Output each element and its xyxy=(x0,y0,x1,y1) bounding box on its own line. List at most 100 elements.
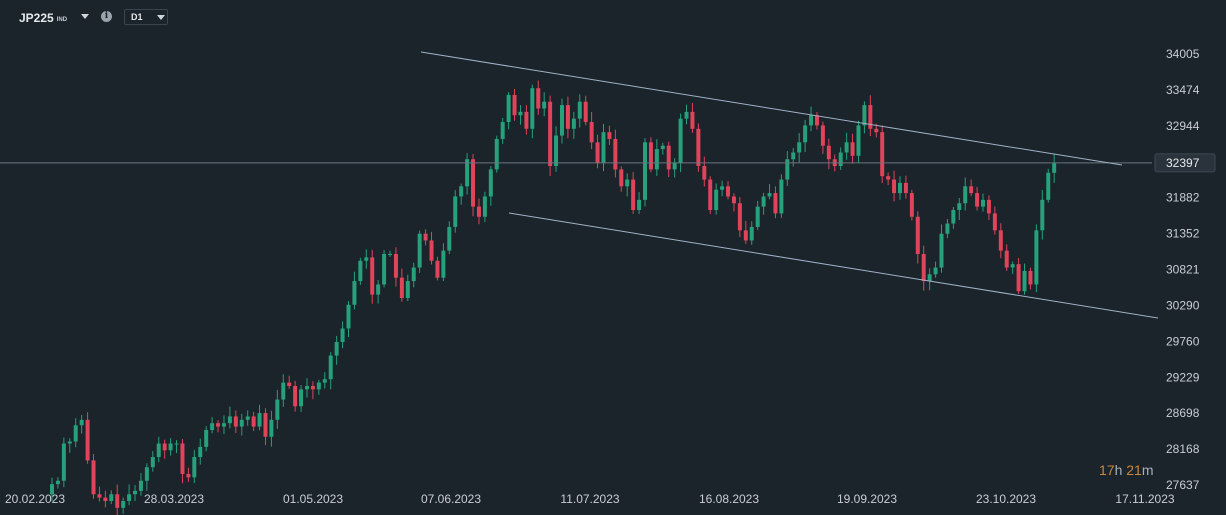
candle-body xyxy=(998,230,1003,251)
countdown-minutes-unit: m xyxy=(1141,462,1154,478)
candle-body xyxy=(186,473,191,478)
price-tick-label: 28168 xyxy=(1166,442,1200,456)
candle-body xyxy=(204,429,209,447)
price-tick-label: 29760 xyxy=(1166,334,1200,348)
date-tick-label: 07.06.2023 xyxy=(421,492,481,506)
timeframe-selector[interactable]: D1 xyxy=(124,9,168,25)
candle-body xyxy=(281,382,286,400)
candle-body xyxy=(316,382,321,390)
candle-body xyxy=(749,226,754,241)
candle-body xyxy=(915,216,920,255)
candle-body xyxy=(666,145,671,170)
candle-body xyxy=(518,111,523,116)
candle-body xyxy=(405,281,410,298)
candle-body xyxy=(737,203,742,231)
candle-body xyxy=(826,145,831,160)
chevron-down-icon xyxy=(157,15,165,20)
candle-body xyxy=(625,179,630,187)
symbol-suffix: IND xyxy=(56,17,68,23)
candle-body xyxy=(210,423,215,430)
candle-body xyxy=(779,179,784,214)
date-tick-label: 17.11.2023 xyxy=(1115,492,1174,506)
candle-body xyxy=(239,419,244,427)
date-tick-label: 01.05.2023 xyxy=(283,492,343,506)
candle-body xyxy=(921,254,926,282)
candle-body xyxy=(109,494,114,502)
upper-channel-line xyxy=(420,51,1123,166)
candle-body xyxy=(399,277,404,298)
candle-body xyxy=(844,142,849,153)
candle-body xyxy=(304,385,309,390)
symbol-dropdown-icon[interactable] xyxy=(81,14,89,19)
candle-body xyxy=(352,281,357,305)
candle-body xyxy=(334,341,339,356)
candle-body xyxy=(393,254,398,278)
candle-body xyxy=(696,128,701,167)
candle-body xyxy=(874,128,879,133)
candle-body xyxy=(850,142,855,156)
candle-body xyxy=(803,125,808,143)
candle-body xyxy=(447,226,452,251)
candle-body xyxy=(67,441,72,444)
candle-body xyxy=(55,480,60,485)
candle-body xyxy=(1010,264,1015,268)
candle-body xyxy=(263,413,268,437)
candle-body xyxy=(133,490,138,495)
candle-body xyxy=(559,105,564,136)
candle-body xyxy=(476,206,481,217)
candle-body xyxy=(601,132,606,163)
candle-body xyxy=(453,196,458,227)
candle-body xyxy=(162,443,167,451)
countdown-hours-unit: h xyxy=(1114,462,1123,478)
candle-body xyxy=(275,399,280,420)
candle-body xyxy=(607,132,612,139)
candle-body xyxy=(465,159,470,187)
candle-body xyxy=(720,186,725,190)
candle-body xyxy=(293,385,298,407)
candle-body xyxy=(257,413,262,427)
bar-countdown: 17h 21m xyxy=(1099,462,1154,478)
candle-body xyxy=(441,250,446,278)
candle-body xyxy=(708,179,713,211)
price-axis: 34005 33474 32944 32397 31882 31352 30821 30290… xyxy=(1154,47,1216,492)
candle-body xyxy=(417,233,422,268)
timeframe-label: D1 xyxy=(131,12,143,22)
price-tick-label: 33474 xyxy=(1166,83,1200,97)
candle-body xyxy=(945,223,950,234)
candle-body xyxy=(168,443,173,451)
candle-body xyxy=(992,213,997,231)
candle-body xyxy=(482,196,487,217)
candle-body xyxy=(619,169,624,187)
candle-body xyxy=(565,105,570,129)
date-tick-label: 20.02.2023 xyxy=(5,492,65,506)
candle-body xyxy=(637,199,642,211)
candle-body xyxy=(785,159,790,180)
price-tick-label: 30290 xyxy=(1166,298,1200,312)
candle-body xyxy=(364,257,369,261)
candle-body xyxy=(156,443,161,458)
candle-body xyxy=(488,169,493,197)
candle-body xyxy=(429,240,434,261)
candle-body xyxy=(856,125,861,156)
candle-body xyxy=(672,162,677,170)
candle-body xyxy=(957,203,962,211)
chart-toolbar: JP225 IND i D1 xyxy=(0,0,1226,32)
candle-body xyxy=(233,416,238,427)
candles-layer xyxy=(50,80,1057,515)
candle-body xyxy=(939,233,944,268)
candle-body xyxy=(1034,230,1039,285)
candle-body xyxy=(91,460,96,495)
candle-body xyxy=(328,355,333,380)
candle-body xyxy=(678,118,683,163)
candle-body xyxy=(903,182,908,194)
candle-body xyxy=(227,416,232,424)
candle-body xyxy=(981,199,986,207)
info-icon[interactable]: i xyxy=(101,11,112,22)
symbol-selector[interactable]: JP225 IND xyxy=(19,11,67,25)
candle-body xyxy=(814,115,819,126)
candle-body xyxy=(654,149,659,170)
candle-body xyxy=(411,267,416,282)
candle-body xyxy=(1016,264,1021,292)
candle-body xyxy=(571,118,576,129)
